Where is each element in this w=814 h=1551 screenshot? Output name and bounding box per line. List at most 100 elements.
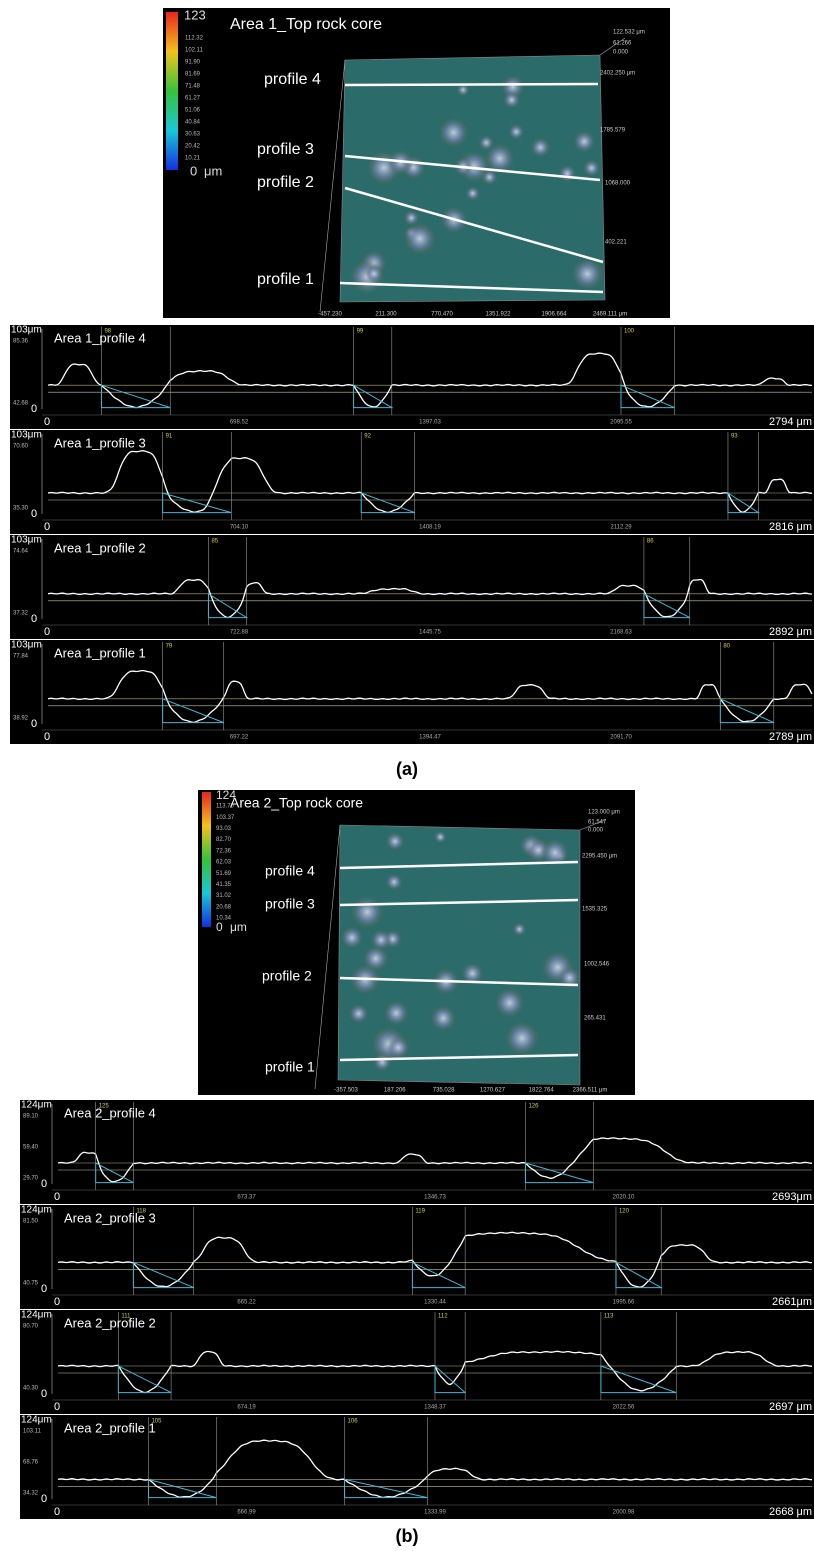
x-end-label: 2794 μm: [769, 416, 812, 428]
y-tick-label: 68.76: [23, 1460, 39, 1466]
profile-label: profile 1: [265, 1059, 315, 1075]
grain: [503, 91, 520, 108]
page: {"figure": [ {"label": "(a)", "surface":…: [0, 0, 814, 1551]
grain: [583, 159, 601, 177]
panel-label: (a): [396, 759, 418, 779]
figure: profile 4 profile 3 profile 2 profile 1 Area…: [0, 0, 814, 1551]
x-tick-label: 1397.03: [419, 420, 441, 426]
surface-axis-label: 1351.922: [485, 312, 511, 318]
x-min-label: 0: [44, 731, 50, 743]
surface-axis-label: 2402.250 μm: [600, 71, 635, 77]
x-end-label: 2697 μm: [769, 1401, 812, 1413]
y-max-label: 103μm: [11, 535, 42, 546]
profile-label: profile 4: [265, 863, 315, 879]
y-max-label: 103μm: [11, 430, 42, 441]
marker-number: 112: [438, 1314, 448, 1320]
grain: [465, 186, 480, 201]
surface-axis-label: 123.000 μm: [588, 810, 620, 816]
colorbar-tick: 103.37: [216, 815, 235, 821]
y-min-label: 0: [41, 1388, 47, 1400]
grain: [373, 1053, 391, 1071]
marker-number: 79: [166, 644, 173, 650]
x-tick-label: 1995.66: [613, 1300, 635, 1306]
x-tick-label: 674.19: [237, 1405, 256, 1411]
profile-title: Area 1_profile 2: [54, 540, 146, 555]
colorbar-tick: 93.03: [216, 826, 232, 832]
surface-axis-label: 1822.764: [529, 1088, 555, 1094]
marker-number: 126: [528, 1104, 539, 1110]
x-tick-label: 1394.47: [419, 735, 441, 741]
y-tick-label: 38.92: [13, 716, 29, 722]
x-tick-label: 722.88: [230, 630, 249, 636]
y-max-label: 103μm: [11, 640, 42, 651]
grain: [573, 130, 596, 153]
grain: [434, 831, 447, 844]
colorbar: [202, 792, 211, 927]
grain: [508, 124, 524, 140]
surface-axis-label: 2295.450 μm: [582, 854, 617, 860]
colorbar-tick: 82.70: [216, 837, 232, 843]
x-tick-label: 1408.19: [419, 525, 441, 531]
surface-axis-label: 187.206: [384, 1088, 406, 1094]
colorbar-tick: 20.42: [185, 144, 201, 150]
x-min-label: 0: [44, 521, 50, 533]
surface-axis-label: 770.470: [431, 312, 453, 318]
y-min-label: 0: [41, 1493, 47, 1505]
x-end-label: 2892 μm: [769, 626, 812, 638]
x-min-label: 0: [54, 1296, 60, 1308]
surface-axis-label: 122.532 μm: [613, 30, 645, 36]
grain: [387, 1036, 410, 1059]
colorbar-tick: 10.21: [185, 156, 201, 162]
colorbar-min: 0: [190, 163, 197, 178]
y-max-label: 103μm: [11, 325, 42, 336]
grain: [571, 258, 604, 291]
surface-axis-label: 265.431: [584, 1016, 606, 1022]
y-tick-label: 70.60: [13, 444, 29, 450]
y-min-label: 0: [41, 1283, 47, 1295]
profile-title: Area 1_profile 3: [54, 435, 146, 450]
x-tick-label: 2022.56: [613, 1405, 635, 1411]
y-tick-label: 37.32: [13, 611, 29, 617]
surface-axis-label: 2366.511 μm: [573, 1088, 608, 1094]
surface-title: Area 2_Top rock core: [230, 795, 363, 811]
grain: [505, 1021, 540, 1056]
x-end-label: 2816 μm: [769, 521, 812, 533]
grain: [383, 1000, 409, 1026]
y-min-label: 0: [31, 508, 37, 520]
profile-label: profile 2: [262, 968, 312, 984]
colorbar-tick: 31.02: [216, 893, 232, 899]
y-tick-label: 59.40: [23, 1145, 39, 1151]
surface-axis-label: 0.000: [613, 50, 629, 56]
surface-axis-label: 1906.664: [541, 312, 567, 318]
colorbar-tick: 61.27: [185, 96, 201, 102]
profile-label: profile 3: [265, 896, 315, 912]
x-tick-label: 1348.37: [424, 1405, 446, 1411]
grain: [340, 926, 363, 949]
colorbar-tick: 112.32: [185, 36, 204, 42]
surface-axis-label: 61.266: [613, 41, 632, 47]
colorbar-tick: 41.35: [216, 882, 232, 888]
marker-number: 119: [415, 1209, 425, 1215]
surface-axis-label: 1002.546: [584, 962, 610, 968]
grain: [438, 117, 469, 148]
grain: [558, 165, 576, 183]
profile-title: Area 2_profile 3: [64, 1210, 156, 1225]
y-tick-label: 103.11: [23, 1429, 42, 1435]
y-max-label: 124μm: [21, 1205, 52, 1216]
x-tick-label: 704.10: [230, 525, 249, 531]
x-min-label: 0: [44, 416, 50, 428]
colorbar-unit: μm: [230, 920, 247, 934]
y-tick-label: 34.32: [23, 1491, 39, 1497]
y-min-label: 0: [31, 718, 37, 730]
panel-label: (b): [396, 1526, 419, 1546]
colorbar-tick: 113.70: [216, 804, 235, 810]
x-tick-label: 665.22: [237, 1300, 256, 1306]
y-tick-label: 77.84: [13, 654, 29, 660]
grain: [349, 1004, 369, 1024]
y-tick-label: 40.30: [23, 1386, 39, 1392]
x-tick-label: 2095.55: [610, 420, 632, 426]
surface-axis-label: 61.547: [588, 820, 607, 826]
marker-number: 106: [348, 1419, 359, 1425]
colorbar-tick: 20.68: [216, 904, 232, 910]
y-tick-label: 80.70: [23, 1324, 39, 1330]
